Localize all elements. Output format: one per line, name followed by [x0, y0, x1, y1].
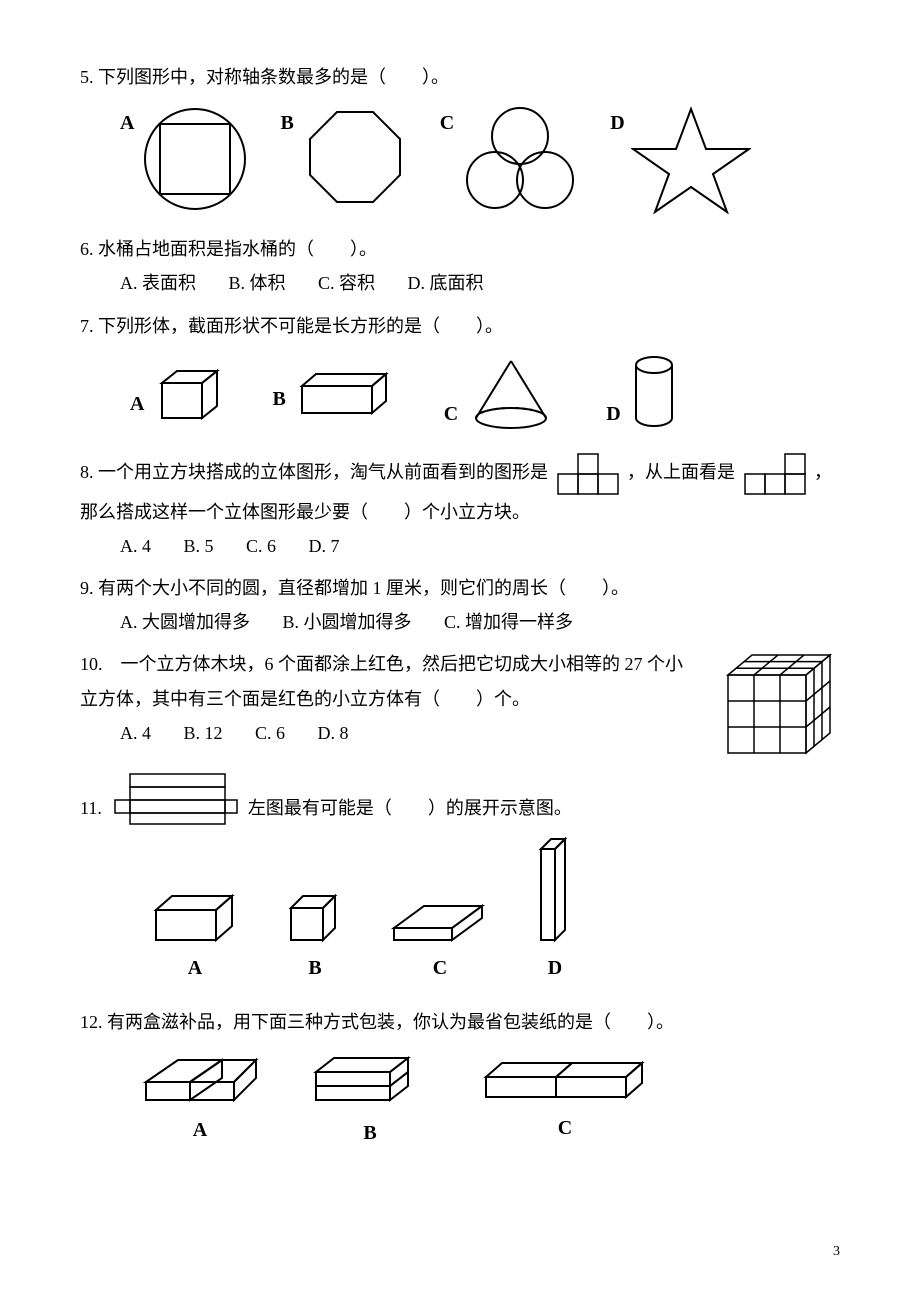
q12-opt-C: C [480, 1055, 650, 1147]
q8-optB: B. 5 [184, 529, 214, 563]
q5-opt-C: C [440, 104, 580, 214]
cone-icon [466, 353, 556, 433]
front-view-icon [557, 453, 619, 495]
q7-opt-C: C [444, 353, 556, 433]
q12-text: 12. 有两盒滋补品，用下面三种方式包装，你认为最省包装纸的是（ ）。 [80, 1005, 840, 1039]
q5-opt-D: D [610, 104, 750, 214]
q11-label-D: D [548, 949, 562, 987]
q10-optA: A. 4 [120, 716, 151, 750]
q10-optD: D. 8 [318, 716, 349, 750]
q7-opt-B: B [272, 368, 393, 418]
q11-opt-C: C [390, 900, 490, 987]
q11-line: 11. 左图最有可能是（ ）的展开示意图。 [80, 770, 840, 825]
cuboid-icon [294, 368, 394, 418]
q7-label-B: B [272, 380, 285, 418]
q12-opt-B: B [310, 1050, 430, 1152]
q5-opt-A: A [120, 104, 250, 214]
question-12: 12. 有两盒滋补品，用下面三种方式包装，你认为最省包装纸的是（ ）。 A [80, 1005, 840, 1151]
flat-slab-icon [390, 900, 490, 945]
question-7: 7. 下列形体，截面形状不可能是长方形的是（ ）。 A B C [80, 309, 840, 433]
pack-C-icon [480, 1055, 650, 1105]
q10-optB: B. 12 [184, 716, 223, 750]
exam-page: 5. 下列图形中，对称轴条数最多的是（ ）。 A B C [0, 0, 920, 1302]
pack-A-icon [140, 1052, 260, 1107]
q9-optC: C. 增加得一样多 [444, 605, 573, 639]
page-number: 3 [833, 1239, 840, 1266]
q6-optB: B. 体积 [229, 266, 286, 300]
q11-mid: 左图最有可能是（ ）的展开示意图。 [248, 791, 572, 825]
q11-figures: A B C [150, 835, 840, 987]
pack-B-icon [310, 1050, 430, 1110]
square-in-circle-icon [140, 104, 250, 214]
q9-optB: B. 小圆增加得多 [283, 605, 412, 639]
q11-opt-D: D [535, 835, 575, 987]
q7-opt-D: D [606, 353, 678, 433]
cube-icon [152, 363, 222, 423]
question-6: 6. 水桶占地面积是指水桶的（ ）。 A. 表面积 B. 体积 C. 容积 D.… [80, 232, 840, 300]
pentagram-icon [631, 104, 751, 214]
q11-label-C: C [433, 949, 447, 987]
q11-opt-B: B [285, 890, 345, 987]
q5-opt-B: B [280, 104, 409, 214]
q9-optA: A. 大圆增加得多 [120, 605, 250, 639]
q5-label-C: C [440, 104, 454, 142]
q6-optD: D. 底面积 [408, 266, 484, 300]
q9-options: A. 大圆增加得多 B. 小圆增加得多 C. 增加得一样多 [80, 605, 840, 639]
q7-label-D: D [606, 395, 620, 433]
q7-label-A: A [130, 385, 144, 423]
question-5: 5. 下列图形中，对称轴条数最多的是（ ）。 A B C [80, 60, 840, 214]
q8-part2: ，从上面看是 [627, 462, 735, 482]
top-view-icon [744, 453, 806, 495]
q8-options: A. 4 B. 5 C. 6 D. 7 [80, 529, 840, 563]
q9-text: 9. 有两个大小不同的圆，直径都增加 1 厘米，则它们的周长（ ）。 [80, 571, 840, 605]
q6-optC: C. 容积 [318, 266, 375, 300]
q8-part1: 8. 一个用立方块搭成的立体图形，淘气从前面看到的图形是 [80, 462, 548, 482]
q8-line2: 那么搭成这样一个立体图形最少要（ ）个小立方块。 [80, 495, 840, 529]
q8-optD: D. 7 [309, 529, 340, 563]
short-wide-cuboid-icon [150, 890, 240, 945]
q5-label-A: A [120, 104, 134, 142]
q11-label-A: A [188, 949, 202, 987]
octagon-icon [300, 104, 410, 214]
q12-opt-A: A [140, 1052, 260, 1149]
q8-part3: ， [814, 462, 832, 482]
q10-optC: C. 6 [255, 716, 285, 750]
q7-label-C: C [444, 395, 458, 433]
q12-label-C: C [558, 1109, 572, 1147]
q6-text: 6. 水桶占地面积是指水桶的（ ）。 [80, 232, 840, 266]
q5-figures: A B C D [120, 104, 840, 214]
q12-label-A: A [193, 1111, 207, 1149]
q5-label-B: B [280, 104, 293, 142]
q12-figures: A B [140, 1050, 840, 1152]
q7-opt-A: A [130, 363, 222, 423]
q8-optC: C. 6 [246, 529, 276, 563]
q6-optA: A. 表面积 [120, 266, 196, 300]
question-11: 11. 左图最有可能是（ ）的展开示意图。 A [80, 770, 840, 987]
q5-label-D: D [610, 104, 624, 142]
three-circles-icon [460, 104, 580, 214]
question-10: 10. 一个立方体木块，6 个面都涂上红色，然后把它切成大小相等的 27 个小 … [80, 647, 840, 762]
q12-label-B: B [363, 1114, 376, 1152]
q8-optA: A. 4 [120, 529, 151, 563]
question-8: 8. 一个用立方块搭成的立体图形，淘气从前面看到的图形是 ，从上面看是 ， 那么… [80, 451, 840, 563]
tall-thin-cuboid-icon [535, 835, 575, 945]
q11-label-B: B [308, 949, 321, 987]
cylinder-icon [629, 353, 679, 433]
q7-text: 7. 下列形体，截面形状不可能是长方形的是（ ）。 [80, 309, 840, 343]
question-9: 9. 有两个大小不同的圆，直径都增加 1 厘米，则它们的周长（ ）。 A. 大圆… [80, 571, 840, 639]
small-cube-icon [285, 890, 345, 945]
cube-3x3-icon [720, 647, 840, 762]
q5-text: 5. 下列图形中，对称轴条数最多的是（ ）。 [80, 60, 840, 94]
q6-options: A. 表面积 B. 体积 C. 容积 D. 底面积 [80, 266, 840, 300]
q8-line1: 8. 一个用立方块搭成的立体图形，淘气从前面看到的图形是 ，从上面看是 ， [80, 451, 840, 495]
box-net-icon [110, 770, 240, 825]
q7-figures: A B C [130, 353, 840, 433]
q11-opt-A: A [150, 890, 240, 987]
